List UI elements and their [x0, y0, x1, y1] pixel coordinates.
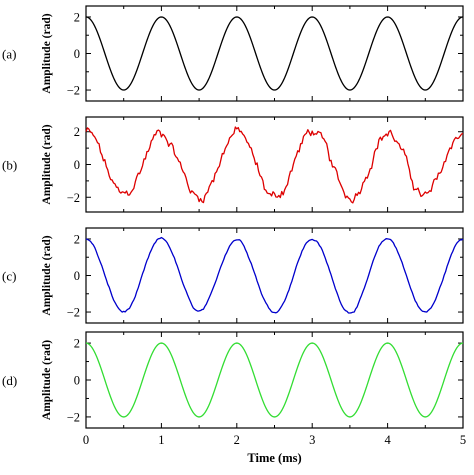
x-tick-label: 3: [309, 433, 315, 447]
series-line-1: [85, 16, 464, 91]
y-tick-label: −2: [67, 410, 80, 424]
panel-label: (c): [2, 269, 16, 284]
series-line-1: [85, 236, 464, 314]
y-tick-label: 0: [74, 269, 80, 283]
series-line-1: [85, 126, 464, 204]
x-axis-label: Time (ms): [247, 451, 301, 465]
y-axis-label: Amplitude (rad): [41, 340, 53, 420]
series-line-1: [85, 342, 464, 418]
y-tick-label: 2: [74, 337, 80, 351]
y-tick-label: −2: [67, 84, 80, 98]
y-tick-label: 0: [74, 158, 80, 172]
y-tick-label: −2: [67, 306, 80, 320]
y-tick-label: 0: [74, 374, 80, 388]
panel-label: (a): [2, 47, 16, 62]
panel-label: (d): [2, 373, 17, 388]
x-tick-label: 4: [384, 433, 391, 447]
y-tick-label: −2: [67, 191, 80, 205]
y-tick-label: 2: [74, 232, 80, 246]
x-tick-label: 5: [460, 433, 466, 447]
y-axis-label: Amplitude (rad): [41, 13, 53, 93]
chart-panel-2: −2 0 2 (b) Amplitude (rad): [2, 116, 464, 213]
x-tick-label: 1: [158, 433, 164, 447]
chart-panel-3: −2 0 2 (c) Amplitude (rad): [2, 227, 464, 324]
x-tick-label: 0: [83, 433, 89, 447]
y-axis-label: Amplitude (rad): [41, 235, 53, 315]
y-axis-label: Amplitude (rad): [41, 124, 53, 204]
y-tick-label: 0: [74, 47, 80, 61]
panel-label: (b): [2, 158, 17, 173]
y-tick-label: 2: [74, 125, 80, 139]
chart-panel-1: −2 0 2 (a) Amplitude (rad): [2, 5, 464, 102]
y-tick-label: 2: [74, 10, 80, 24]
x-tick-label: 2: [234, 433, 240, 447]
